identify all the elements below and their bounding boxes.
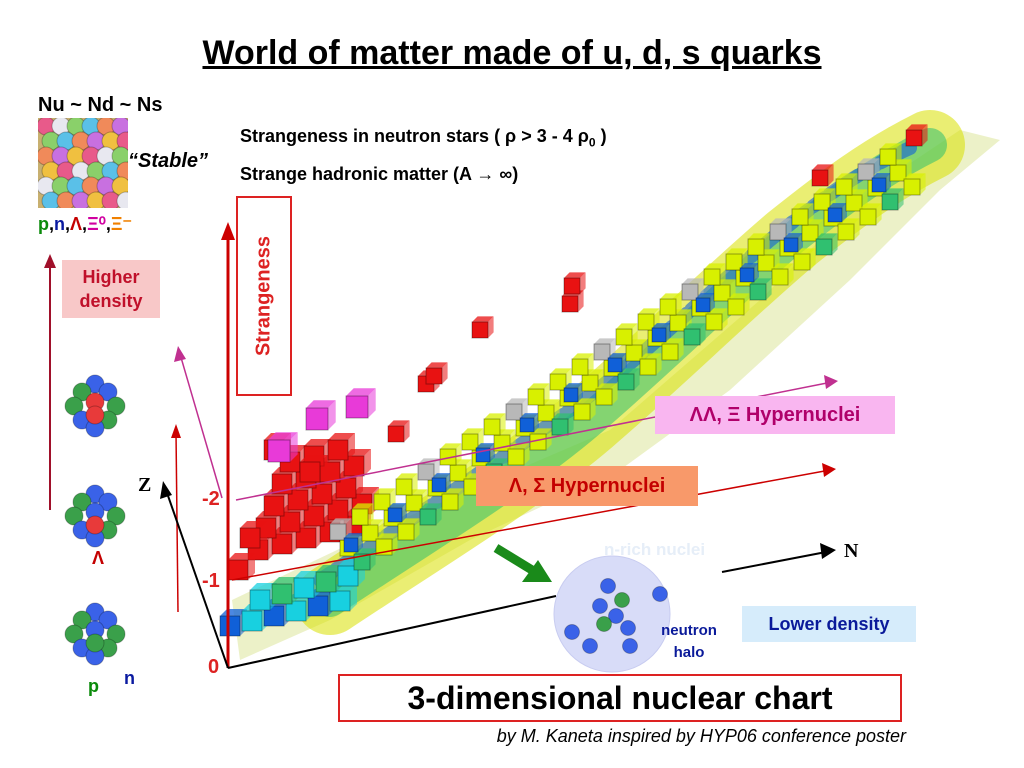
chart-title-box: 3-dimensional nuclear chart (338, 674, 902, 722)
particle-5: , (82, 214, 88, 234)
chart-title: 3-dimensional nuclear chart (407, 679, 833, 716)
n-axis-label: N (844, 540, 859, 562)
particle-3: , (65, 214, 71, 234)
neutron-stars-headline: Strangeness in neutron stars ( ρ > 3 - 4… (240, 126, 607, 150)
lambda-nucleus-image (64, 484, 126, 548)
strangeness-axis-label: Strangeness (236, 196, 292, 396)
higher-density-label: Higher density (62, 260, 160, 318)
particle-list: p,n,Λ,Ξ⁰,Ξ⁻ (38, 214, 132, 235)
neutron-halo-label: neutron halo (661, 622, 717, 661)
double-lambda-hypernuclei-label: ΛΛ, Ξ Hypernuclei (655, 396, 895, 434)
particle-7: , (105, 214, 111, 234)
hadronic-matter-headline: Strange hadronic matter (A → ∞) (240, 164, 519, 184)
stable-matter-image (38, 118, 128, 208)
credit-line: by M. Kaneta inspired by HYP06 conferenc… (496, 726, 906, 746)
double-lambda-nucleus-image (64, 374, 126, 438)
lambda-sigma-hypernuclei-label: Λ, Σ Hypernuclei (476, 466, 698, 506)
proton-label: p (88, 676, 99, 696)
z-axis (165, 489, 229, 669)
particle-8: Ξ⁻ (110, 214, 132, 234)
particle-2: n (54, 214, 66, 234)
lower-density-label: Lower density (742, 606, 916, 642)
quark-condition: Nu ~ Nd ~ Ns (38, 94, 163, 116)
stable-label: “Stable” (128, 150, 209, 172)
particle-0: p (38, 214, 49, 234)
neutron-halo-pointer (522, 560, 552, 582)
higher-density-arrow (44, 254, 56, 510)
strangeness-tick-minus2: -2 (202, 488, 220, 510)
n-axis (227, 595, 557, 669)
ordinary-nucleus-image (64, 602, 126, 666)
z-axis-label: Z (138, 474, 152, 496)
particle-6: Ξ⁰ (87, 214, 106, 234)
lambda-label: Λ (92, 548, 105, 568)
strangeness-tick-0: 0 (208, 656, 220, 678)
page-title: World of matter made of u, d, s quarks (202, 34, 822, 72)
particle-1: , (49, 214, 55, 234)
strangeness-tick-minus1: -1 (202, 570, 220, 592)
n-rich-nuclei-label: n-rich nuclei (604, 540, 706, 559)
neutron-label: n (124, 668, 135, 688)
particle-4: Λ (70, 214, 83, 234)
